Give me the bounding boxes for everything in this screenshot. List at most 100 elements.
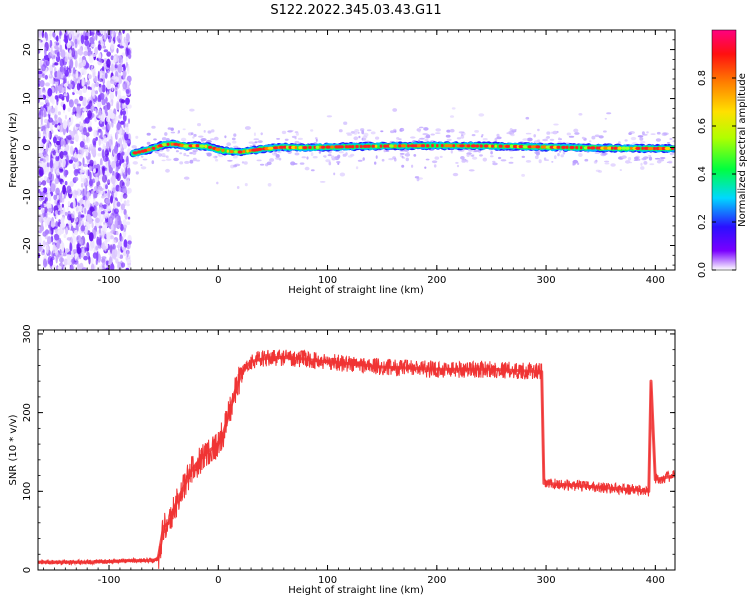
scatter-blob <box>553 123 559 126</box>
scatter-blob <box>533 140 540 144</box>
noise-blob <box>108 256 113 266</box>
noise-blob <box>104 58 107 62</box>
scatter-blob <box>455 161 459 164</box>
scatter-blob <box>304 166 310 171</box>
noise-blob <box>121 246 126 251</box>
scatter-blob <box>319 181 326 183</box>
noise-blob <box>110 145 114 150</box>
scatter-blob <box>135 171 139 175</box>
scatter-blob <box>361 130 365 135</box>
noise-blob <box>74 133 79 142</box>
scatter-blob <box>210 138 216 141</box>
ridge-peak <box>393 144 398 148</box>
ridge-peak <box>366 144 371 148</box>
noise-blob <box>119 98 124 103</box>
noise-blob <box>114 64 118 69</box>
scatter-blob <box>390 130 395 134</box>
noise-blob <box>104 246 107 252</box>
noise-blob <box>113 248 118 258</box>
scatter-blob <box>557 152 560 157</box>
scatter-blob <box>416 128 422 132</box>
noise-blob <box>38 166 44 177</box>
noise-blob <box>77 262 80 270</box>
scatter-blob <box>388 158 394 161</box>
noise-blob <box>94 82 100 87</box>
noise-blob <box>126 179 131 186</box>
scatter-blob <box>458 131 465 134</box>
noise-blob <box>84 39 90 46</box>
scatter-blob <box>511 129 517 133</box>
noise-blob <box>69 220 72 230</box>
noise-blob <box>93 129 97 138</box>
noise-blob <box>71 235 77 244</box>
noise-blob <box>80 225 86 232</box>
ridge-peak <box>242 149 246 154</box>
noise-blob <box>112 113 117 124</box>
scatter-blob <box>362 137 367 141</box>
scatter-blob <box>227 159 233 162</box>
noise-blob <box>122 30 125 34</box>
noise-blob <box>71 250 74 257</box>
scatter-blob <box>625 160 631 164</box>
noise-blob <box>97 245 102 249</box>
scatter-blob <box>433 164 437 168</box>
ridge-peak <box>643 146 649 150</box>
noise-blob <box>116 201 121 207</box>
noise-blob <box>38 241 41 246</box>
scatter-blob <box>184 160 190 164</box>
noise-blob <box>50 107 56 114</box>
noise-blob <box>56 240 60 249</box>
noise-blob <box>76 246 82 255</box>
snr-panel: -100 0 100 200 300 400 0 100 200 300 Height of s… <box>8 324 676 596</box>
ridge-peak <box>530 145 537 149</box>
noise-blob <box>83 255 88 261</box>
scatter-blob <box>401 128 404 131</box>
noise-blob <box>110 223 114 232</box>
scatter-blob <box>210 129 215 133</box>
noise-blob <box>97 147 102 152</box>
scatter-blob <box>481 134 484 136</box>
noise-blob <box>76 103 81 107</box>
scatter-blob <box>566 132 571 136</box>
noise-blob <box>97 101 102 108</box>
noise-blob <box>42 58 46 62</box>
scatter-blob <box>406 151 410 155</box>
scatter-blob <box>578 153 583 157</box>
scatter-blob <box>375 136 380 140</box>
noise-blob <box>57 85 63 92</box>
scatter-blob <box>522 138 529 141</box>
noise-blob <box>104 208 109 219</box>
scatter-blob <box>183 176 190 180</box>
scatter-blob <box>324 155 327 158</box>
noise-blob <box>101 195 105 199</box>
noise-blob <box>46 138 49 144</box>
noise-blob <box>104 104 108 115</box>
scatter-blob <box>572 161 576 166</box>
ridge-peak <box>400 144 407 148</box>
ridge-peak <box>621 146 627 150</box>
ridge-peak <box>589 146 596 150</box>
scatter-blob <box>639 137 644 141</box>
noise-blob <box>86 32 91 37</box>
ridge-peak <box>603 146 609 150</box>
scatter-blob <box>206 139 212 144</box>
noise-blob <box>44 229 50 235</box>
scatter-blob <box>479 154 483 157</box>
noise-blob <box>127 64 130 75</box>
spectrogram-plot-area <box>38 30 675 270</box>
noise-blob <box>110 218 113 223</box>
noise-blob <box>52 58 55 64</box>
scatter-blob <box>206 152 212 157</box>
noise-blob <box>87 169 90 177</box>
scatter-blob <box>419 126 424 129</box>
noise-blob <box>41 250 46 256</box>
snr-y-axis-label: SNR (10 * v/v) <box>8 414 19 485</box>
noise-blob <box>39 80 45 88</box>
x-tick-label: 0 <box>215 275 221 286</box>
noise-blob <box>128 118 130 124</box>
noise-blob <box>101 126 107 130</box>
noise-blob <box>126 250 129 258</box>
noise-blob <box>38 30 43 38</box>
scatter-blob <box>588 140 592 143</box>
noise-blob <box>39 147 44 154</box>
